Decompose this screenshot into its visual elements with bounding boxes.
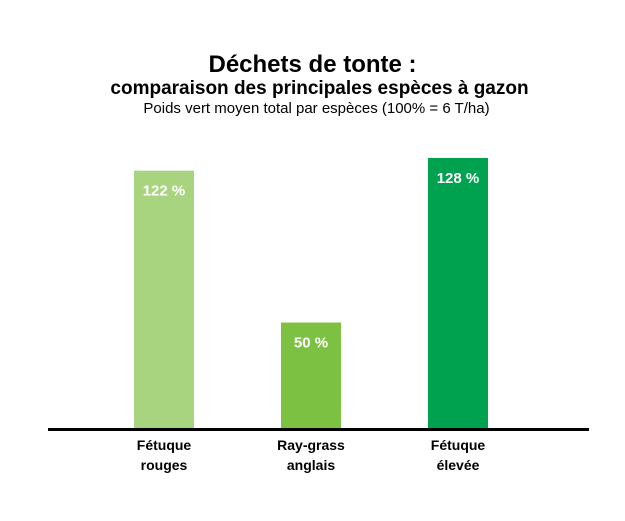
- chart-title-block: Déchets de tonte : comparaison des princ…: [0, 52, 625, 118]
- chart-title: Déchets de tonte :: [208, 51, 417, 78]
- chart-subtitle: comparaison des principales espèces à ga…: [110, 78, 529, 99]
- bar: [428, 158, 488, 428]
- category-tick-label: anglais: [287, 457, 335, 473]
- bar-value-label: 122 %: [143, 183, 186, 200]
- bar: [281, 322, 341, 428]
- category-tick-label: Ray-grass: [277, 437, 345, 453]
- category-tick-label: rouges: [141, 457, 188, 473]
- category-tick-label: élevée: [437, 457, 480, 473]
- category-tick-label: Fétuque: [137, 437, 192, 453]
- chart-caption: Poids vert moyen total par espèces (100%…: [143, 100, 490, 117]
- bar-value-label: 128 %: [437, 170, 480, 187]
- x-axis-line: [48, 428, 589, 431]
- bar: [134, 170, 194, 428]
- bar-value-label: 50 %: [294, 335, 328, 352]
- category-tick-label: Fétuque: [431, 437, 486, 453]
